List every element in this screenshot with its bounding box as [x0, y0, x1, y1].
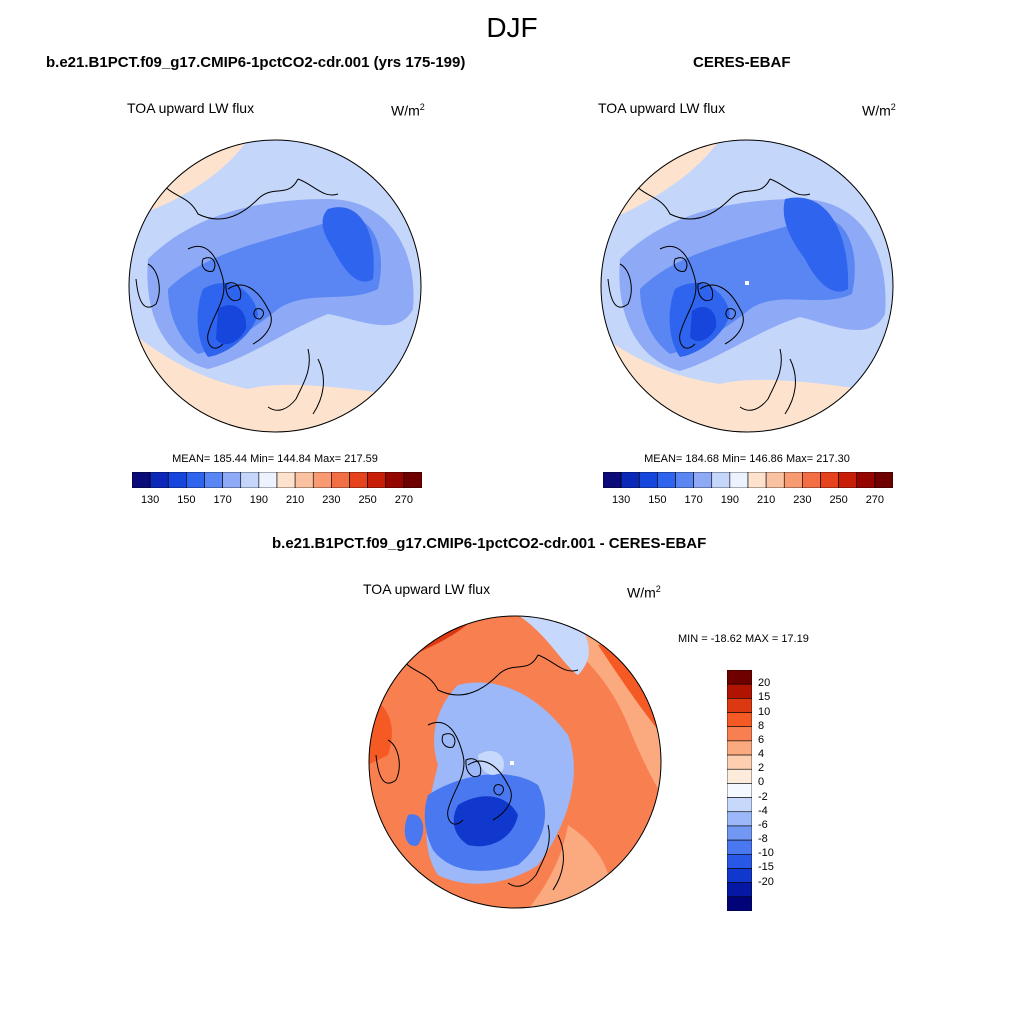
- diff-panel-title: b.e21.B1PCT.f09_g17.CMIP6-1pctCO2-cdr.00…: [272, 535, 707, 552]
- obs-stats: MEAN= 184.68 Min= 146.86 Max= 217.30: [644, 453, 850, 465]
- diff-colorbar-box: [727, 783, 752, 798]
- diff-colorbar-box: [727, 853, 752, 869]
- obs-colorbar-tick-label: 250: [829, 494, 848, 506]
- diff-colorbar: [727, 670, 752, 911]
- model-colorbar-tick-label: 170: [213, 494, 232, 506]
- diff-colorbar-box: [727, 754, 752, 770]
- obs-colorbar-tick-label: 170: [684, 494, 703, 506]
- obs-colorbar-tick-label: 150: [648, 494, 667, 506]
- obs-colorbar-box: [711, 472, 731, 488]
- obs-colorbar-box: [675, 472, 694, 488]
- obs-colorbar-box: [838, 472, 858, 488]
- obs-colorbar-box: [747, 472, 767, 488]
- diff-variable-label: TOA upward LW flux: [363, 581, 491, 597]
- diff-colorbar-box: [727, 670, 752, 685]
- figure-title: DJF: [486, 12, 538, 43]
- obs-colorbar-box: [765, 472, 785, 488]
- model-colorbar-box: [294, 472, 314, 488]
- diff-colorbar-box: [727, 811, 752, 827]
- obs-colorbar-tick-label: 130: [611, 494, 631, 506]
- obs-colorbar-box: [729, 472, 749, 488]
- obs-colorbar-box: [874, 472, 893, 488]
- obs-colorbar-box: [693, 472, 713, 488]
- model-polar-map: [128, 139, 422, 433]
- model-colorbar-tick-label: 270: [394, 494, 414, 506]
- obs-colorbar-box: [856, 472, 876, 488]
- model-variable-label: TOA upward LW flux: [127, 100, 255, 116]
- model-colorbar-box: [349, 472, 368, 488]
- diff-colorbar-box: [727, 698, 752, 713]
- model-colorbar-box: [385, 472, 405, 488]
- diff-colorbar-tick-label: -2: [758, 790, 768, 803]
- obs-units: W/m2: [862, 102, 896, 119]
- model-colorbar-tick-label: 190: [249, 494, 269, 506]
- model-stats: MEAN= 185.44 Min= 144.84 Max= 217.59: [172, 453, 378, 465]
- model-colorbar-box: [167, 472, 187, 488]
- diff-colorbar-tick-label: 15: [758, 691, 771, 704]
- diff-colorbar-box: [727, 712, 752, 728]
- model-colorbar-box: [258, 472, 278, 488]
- model-colorbar-box: [149, 472, 169, 488]
- model-colorbar-tick-label: 250: [358, 494, 377, 506]
- model-colorbar-box: [367, 472, 387, 488]
- diff-colorbar-tick-label: 8: [758, 719, 765, 732]
- diff-colorbar-tick-label: 4: [758, 748, 765, 761]
- model-panel-title: b.e21.B1PCT.f09_g17.CMIP6-1pctCO2-cdr.00…: [46, 54, 466, 71]
- diff-colorbar-box: [727, 896, 752, 911]
- diff-colorbar-box: [727, 797, 752, 813]
- model-colorbar-tick-label: 150: [177, 494, 196, 506]
- diff-colorbar-tick-label: -10: [758, 847, 774, 860]
- obs-variable-label: TOA upward LW flux: [598, 100, 726, 116]
- diff-colorbar-box: [727, 882, 752, 898]
- diff-colorbar-tick-label: -6: [758, 818, 768, 831]
- model-colorbar-tick-label: 230: [322, 494, 341, 506]
- diff-colorbar-tick-label: 20: [758, 677, 771, 690]
- model-colorbar-tick-label: 130: [140, 494, 160, 506]
- diff-colorbar-tick-label: 0: [758, 776, 765, 789]
- obs-colorbar-tick-label: 210: [756, 494, 776, 506]
- diff-colorbar-box: [727, 868, 752, 883]
- obs-colorbar-tick-label: 270: [865, 494, 885, 506]
- diff-colorbar-box: [727, 825, 752, 841]
- obs-colorbar-box: [783, 472, 803, 488]
- model-colorbar-box: [276, 472, 296, 488]
- diff-colorbar-tick-label: -4: [758, 804, 768, 817]
- model-colorbar-box: [132, 472, 151, 488]
- obs-panel-title: CERES-EBAF: [693, 54, 791, 71]
- model-colorbar-box: [403, 472, 422, 488]
- obs-colorbar-tick-label: 230: [793, 494, 812, 506]
- diff-colorbar-tick-label: -20: [758, 875, 774, 888]
- model-colorbar-box: [331, 472, 350, 488]
- obs-colorbar-box: [603, 472, 622, 488]
- diff-colorbar-box: [727, 768, 752, 784]
- obs-colorbar-box: [802, 472, 821, 488]
- obs-colorbar-tick-label: 190: [720, 494, 740, 506]
- obs-colorbar-box: [820, 472, 839, 488]
- model-colorbar-box: [186, 472, 205, 488]
- obs-colorbar-box: [620, 472, 640, 488]
- diff-colorbar-box: [727, 839, 752, 855]
- model-colorbar-box: [222, 472, 242, 488]
- diff-colorbar-tick-label: -15: [758, 861, 774, 874]
- diff-colorbar-box: [727, 726, 752, 742]
- model-colorbar-box: [204, 472, 223, 488]
- obs-colorbar-box: [638, 472, 658, 488]
- diff-colorbar-tick-label: 6: [758, 733, 765, 746]
- model-colorbar: [132, 472, 422, 488]
- model-colorbar-box: [312, 472, 332, 488]
- diff-colorbar-box: [727, 740, 752, 756]
- diff-colorbar-tick-label: 2: [758, 762, 765, 775]
- diff-colorbar-tick-label: -8: [758, 833, 768, 846]
- diff-polar-map: [368, 615, 662, 909]
- model-units: W/m2: [391, 102, 425, 119]
- diff-stats: MIN = -18.62 MAX = 17.19: [678, 633, 809, 645]
- diff-colorbar-box: [727, 683, 752, 699]
- diff-colorbar-tick-label: 10: [758, 705, 771, 718]
- model-colorbar-box: [240, 472, 260, 488]
- obs-colorbar: [603, 472, 893, 488]
- obs-polar-map: [600, 139, 894, 433]
- diff-units: W/m2: [627, 584, 661, 601]
- model-colorbar-tick-label: 210: [285, 494, 305, 506]
- obs-colorbar-box: [657, 472, 676, 488]
